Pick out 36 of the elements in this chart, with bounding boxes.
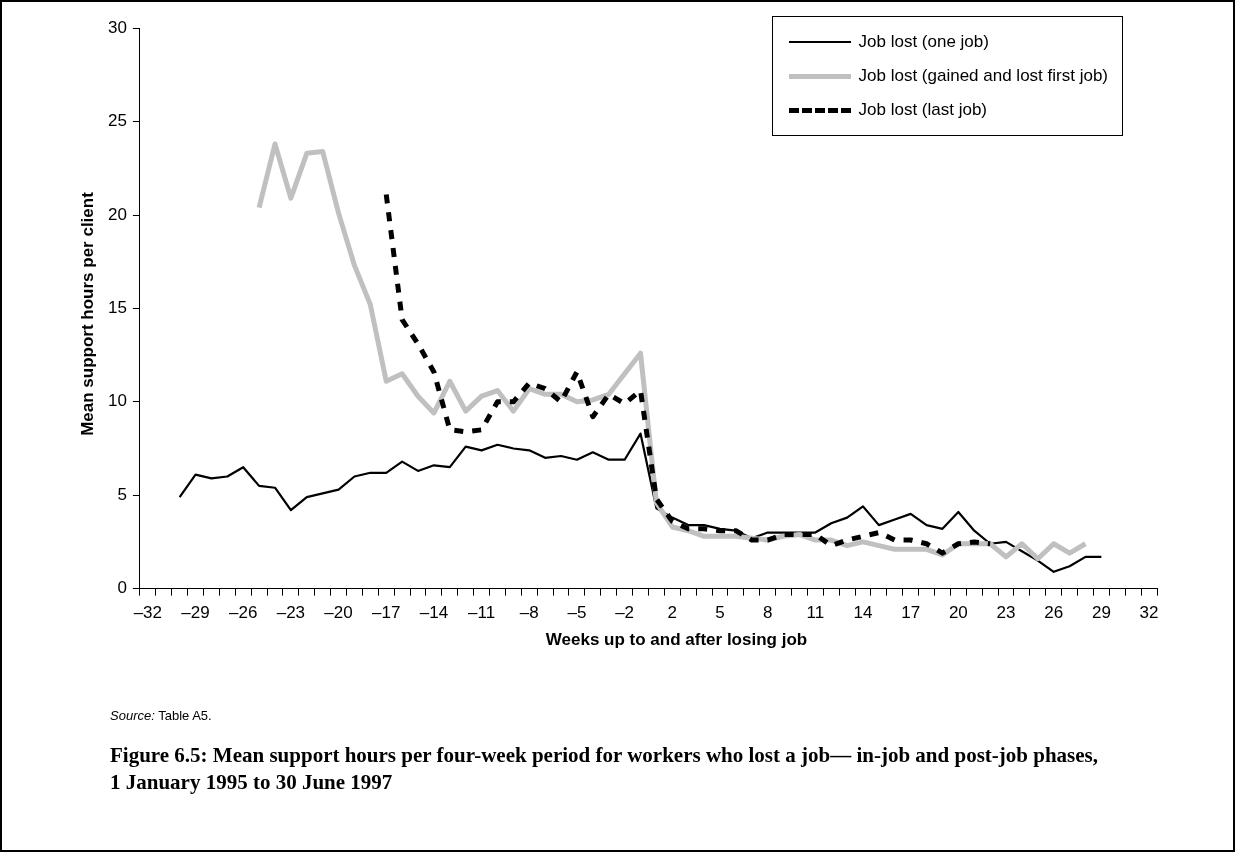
y-tick-label: 20 xyxy=(107,204,127,224)
x-tick-label: –23 xyxy=(276,603,306,623)
y-tick-label: 15 xyxy=(107,298,127,318)
y-tick-label: 10 xyxy=(107,391,127,411)
x-tick-label: 29 xyxy=(1091,603,1111,623)
x-tick-label: 17 xyxy=(901,603,921,623)
legend-label: Job lost (one job) xyxy=(858,32,989,52)
x-tick-label: –26 xyxy=(229,603,258,623)
x-tick-label: 23 xyxy=(996,603,1016,623)
x-tick-label: 14 xyxy=(853,603,873,623)
x-tick-label: –2 xyxy=(615,603,635,623)
x-tick-label: 11 xyxy=(806,603,825,623)
x-tick-label: –20 xyxy=(324,603,353,623)
x-tick-label: –29 xyxy=(181,603,210,623)
y-tick-label: 0 xyxy=(117,578,127,598)
x-tick-label: 20 xyxy=(948,603,968,623)
x-tick-label: –17 xyxy=(372,603,401,623)
x-tick-label: –5 xyxy=(567,603,587,623)
x-tick-label: 5 xyxy=(715,603,725,623)
x-tick-label: 32 xyxy=(1139,603,1159,623)
x-tick-label: –8 xyxy=(519,603,539,623)
x-tick-label: 2 xyxy=(667,603,678,623)
y-axis-title: Mean support hours per client xyxy=(78,192,98,436)
x-tick-label: –11 xyxy=(468,603,496,623)
x-tick-label: –14 xyxy=(419,603,449,623)
source-note: Source: Table A5. xyxy=(110,708,212,723)
x-axis-title: Weeks up to and after losing job xyxy=(544,630,809,650)
legend-label: Job lost (gained and lost first job) xyxy=(858,66,1108,86)
x-tick-label: 26 xyxy=(1044,603,1064,623)
legend-label: Job lost (last job) xyxy=(858,100,988,120)
y-tick-label: 30 xyxy=(107,17,127,37)
y-tick-label: 25 xyxy=(107,111,127,131)
x-tick-label: 8 xyxy=(762,603,773,623)
x-tick-label: –32 xyxy=(133,603,163,623)
y-tick-label: 5 xyxy=(117,484,127,504)
text: Figure 6.5: Mean support hours per four-week period for workers who lost a job— in-job and post-job phases, 1 January 1995 to 30 June 1997 xyxy=(110,742,1099,796)
